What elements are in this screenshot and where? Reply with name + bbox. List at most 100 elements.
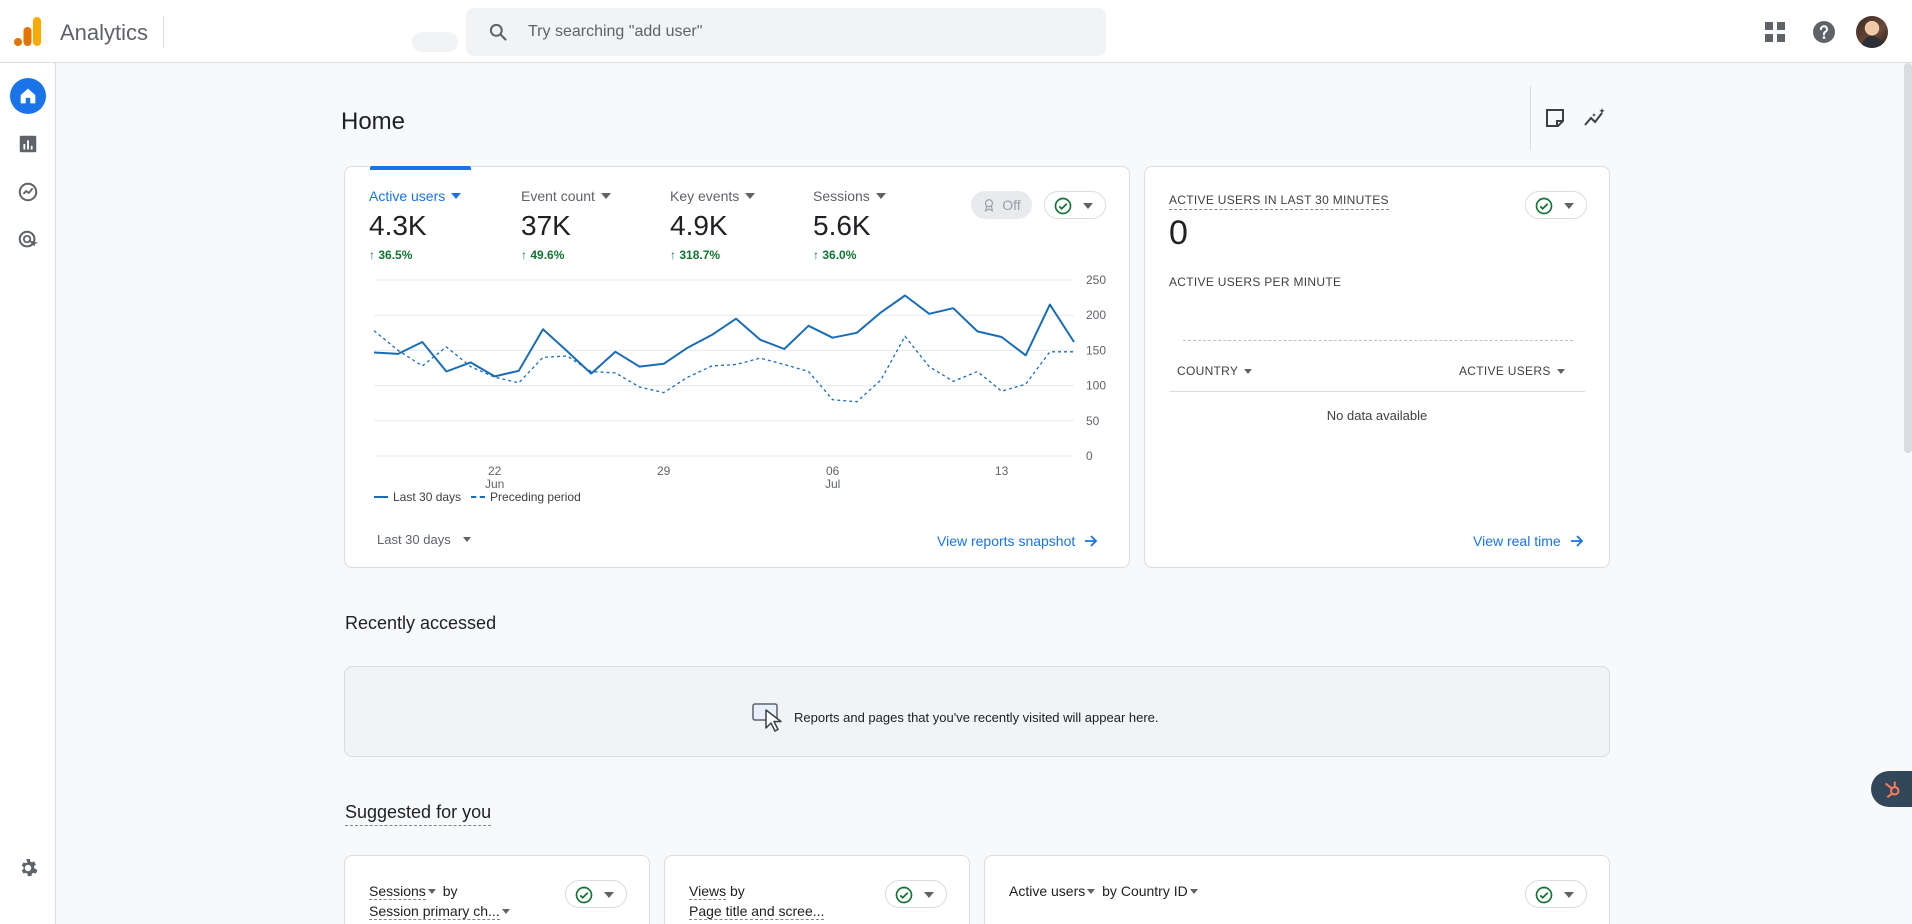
chevron-down-icon xyxy=(427,888,436,894)
series-line-last-30-days xyxy=(373,294,1075,378)
ribbon-icon xyxy=(984,199,994,212)
chevron-down-icon xyxy=(600,193,611,199)
advertising-icon xyxy=(18,230,39,248)
dimension-selector[interactable]: Page title and scree... xyxy=(689,903,825,920)
data-quality-dropdown[interactable] xyxy=(885,880,947,908)
chevron-down-icon xyxy=(875,193,886,199)
check-circle-icon xyxy=(1535,886,1553,904)
data-quality-dropdown[interactable] xyxy=(1044,191,1106,219)
page-scrollbar[interactable] xyxy=(1904,63,1912,453)
suggested-card[interactable]: Views by Page title and scree... xyxy=(664,855,970,924)
metric-value: 4.3K xyxy=(369,210,427,241)
x-tick-label: 13 xyxy=(995,464,1009,478)
empty-state-text: No data available xyxy=(1326,408,1428,423)
analytics-logo[interactable] xyxy=(14,15,42,47)
search-icon xyxy=(489,23,507,41)
chevron-down-icon xyxy=(745,193,756,199)
metric-change: 36.0% xyxy=(822,248,857,262)
chevron-down-icon xyxy=(501,908,510,914)
recently-accessed-panel xyxy=(344,666,1610,757)
data-quality-dropdown[interactable] xyxy=(565,880,627,908)
per-minute-chart xyxy=(1183,340,1573,341)
realtime-title[interactable]: ACTIVE USERS IN LAST 30 MINUTES xyxy=(1169,193,1389,210)
divider xyxy=(163,16,164,48)
top-bar: Analytics xyxy=(0,0,1912,63)
x-tick-month-label: Jul xyxy=(825,477,840,491)
avatar[interactable] xyxy=(1856,16,1888,48)
nav-home[interactable] xyxy=(10,78,46,114)
y-tick-label: 100 xyxy=(1086,379,1106,393)
metric-selector[interactable]: Views xyxy=(689,883,727,900)
y-tick-label: 250 xyxy=(1086,273,1106,287)
reports-icon xyxy=(19,135,37,153)
metric-change: 49.6% xyxy=(530,248,565,262)
metric-label: Active users xyxy=(369,188,446,204)
date-range-label: Last 30 days xyxy=(377,532,451,547)
x-tick-label: 22 xyxy=(488,464,502,478)
by-label: by xyxy=(729,883,745,899)
insights-icon[interactable] xyxy=(1583,106,1607,130)
column-label: ACTIVE USERS xyxy=(1459,364,1551,378)
active-users-column-header[interactable]: ACTIVE USERS xyxy=(1459,364,1565,378)
metric-value: 4.9K xyxy=(670,210,728,241)
nav-settings[interactable] xyxy=(10,850,46,886)
search-bar[interactable] xyxy=(466,8,1106,56)
view-real-time-link[interactable]: View real time xyxy=(1473,533,1585,549)
by-label: by xyxy=(442,883,458,899)
active-tab-indicator xyxy=(370,166,471,170)
hubspot-widget[interactable] xyxy=(1871,771,1912,807)
metric-event-count[interactable]: Event count 37K ↑ 49.6% xyxy=(521,188,611,262)
apps-grid-icon[interactable] xyxy=(1764,21,1786,43)
country-column-header[interactable]: COUNTRY xyxy=(1177,364,1253,378)
help-icon[interactable] xyxy=(1812,20,1836,44)
metric-label: Key events xyxy=(670,188,740,204)
home-icon xyxy=(20,88,36,104)
y-tick-label: 0 xyxy=(1086,449,1093,463)
metric-key-events[interactable]: Key events 4.9K ↑ 318.7% xyxy=(670,188,756,262)
chevron-down-icon xyxy=(1564,892,1574,898)
check-circle-icon xyxy=(1054,197,1072,215)
account-selector[interactable] xyxy=(412,32,458,52)
search-input[interactable] xyxy=(528,8,1088,56)
nav-advertising[interactable] xyxy=(10,222,46,258)
left-nav xyxy=(0,63,56,924)
metric-active-users[interactable]: Active users 4.3K ↑ 36.5% xyxy=(369,188,462,262)
view-reports-snapshot-link[interactable]: View reports snapshot xyxy=(937,533,1099,549)
check-circle-icon xyxy=(895,886,913,904)
metric-value: 5.6K xyxy=(813,210,871,241)
chevron-down-icon xyxy=(1244,368,1253,374)
check-circle-icon xyxy=(575,886,593,904)
metric-label: Event count xyxy=(521,188,595,204)
chevron-down-icon xyxy=(1189,888,1198,894)
divider xyxy=(1169,391,1585,392)
metric-selector[interactable]: Active users xyxy=(1009,883,1086,899)
chevron-down-icon xyxy=(1564,203,1574,209)
metric-selector[interactable]: Sessions xyxy=(369,883,426,900)
suggested-title[interactable]: Suggested for you xyxy=(345,802,492,826)
dimension-selector[interactable]: Country ID xyxy=(1120,883,1188,899)
legend-label: Preceding period xyxy=(490,490,581,504)
metric-sessions[interactable]: Sessions 5.6K ↑ 36.0% xyxy=(813,188,886,262)
explore-icon xyxy=(18,182,38,202)
per-minute-label: ACTIVE USERS PER MINUTE xyxy=(1169,275,1342,289)
chart-legend: Last 30 days Preceding period xyxy=(374,490,581,504)
y-tick-label: 200 xyxy=(1086,308,1106,322)
overview-card xyxy=(344,166,1130,568)
page-title: Home xyxy=(341,108,406,135)
note-icon[interactable] xyxy=(1543,106,1567,130)
dimension-selector[interactable]: Session primary ch... xyxy=(369,903,500,920)
x-tick-label: 06 xyxy=(826,464,840,478)
data-quality-dropdown[interactable] xyxy=(1525,880,1587,908)
comparison-toggle[interactable]: Off xyxy=(971,191,1032,219)
column-label: COUNTRY xyxy=(1177,364,1239,378)
chevron-down-icon xyxy=(1083,203,1093,209)
nav-reports[interactable] xyxy=(10,126,46,162)
nav-explore[interactable] xyxy=(10,174,46,210)
y-tick-label: 150 xyxy=(1086,343,1106,357)
data-quality-dropdown[interactable] xyxy=(1525,191,1587,219)
suggested-card[interactable]: Active users by Country ID xyxy=(984,855,1610,924)
date-range-select[interactable]: Last 30 days xyxy=(377,532,471,547)
suggested-card[interactable]: Sessions by Session primary ch... xyxy=(344,855,650,924)
realtime-card xyxy=(1144,166,1610,568)
